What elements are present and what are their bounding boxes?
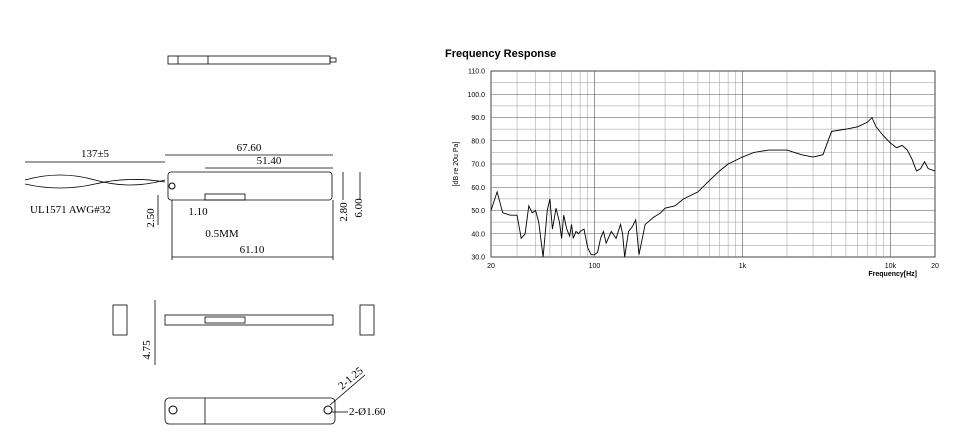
y-tick-label: 70.0 <box>471 162 485 169</box>
part-outline <box>167 171 333 201</box>
dim-label: 51.40 <box>257 155 282 167</box>
leader <box>329 374 366 406</box>
dim-label: 4.75 <box>141 340 153 360</box>
slot <box>204 316 246 324</box>
dim-label: 61.10 <box>240 244 265 256</box>
wire-spec: UL1571 AWG#32 <box>30 204 111 216</box>
part-tab <box>329 57 337 63</box>
y-tick-label: 80.0 <box>471 138 485 145</box>
dim-label: 6.00 <box>353 198 365 218</box>
x-tick-label: 20 <box>487 263 495 270</box>
x-tick-label: 20 <box>931 263 939 270</box>
part-outline <box>167 55 331 65</box>
hole <box>168 405 178 415</box>
y-axis-label: [dB re 20u Pa] <box>453 142 460 187</box>
y-tick-label: 30.0 <box>471 255 485 262</box>
end-view <box>359 304 375 336</box>
y-tick-label: 110.0 <box>468 69 485 76</box>
dim-label: 2-Ø1.60 <box>349 406 386 418</box>
y-tick-label: 50.0 <box>471 208 485 215</box>
dim-label: 2.50 <box>145 208 157 228</box>
dim-label: 0.5MM <box>205 228 239 240</box>
wire <box>24 179 166 189</box>
x-tick-label: 100 <box>589 263 601 270</box>
wire <box>24 174 166 186</box>
chart-title: Frequency Response <box>445 48 556 60</box>
response-line <box>490 116 936 258</box>
part-outline <box>164 397 336 425</box>
dim-label: 67.60 <box>237 142 262 154</box>
y-tick-label: 100.0 <box>467 92 485 99</box>
mechanical-drawing: 137±5 67.60 51.40 UL1571 AWG#32 2.50 1.1… <box>24 55 386 425</box>
slot <box>204 193 246 201</box>
x-axis-label: Frequency[Hz] <box>868 271 917 278</box>
end-view <box>112 304 128 336</box>
x-tick-label: 1k <box>739 263 747 270</box>
dim-label: 2.80 <box>338 202 350 222</box>
y-tick-label: 40.0 <box>471 231 485 238</box>
y-tick-label: 60.0 <box>471 185 485 192</box>
hole <box>168 182 176 190</box>
y-tick-label: 90.0 <box>471 115 485 122</box>
part-outline <box>164 314 334 326</box>
dim-label: 137±5 <box>81 148 110 160</box>
dim-label: 1.10 <box>188 206 208 218</box>
x-tick-label: 10k <box>885 263 897 270</box>
frequency-chart: Frequency Response [dB re 20u Pa] Freque… <box>445 48 939 278</box>
hole <box>323 405 333 415</box>
